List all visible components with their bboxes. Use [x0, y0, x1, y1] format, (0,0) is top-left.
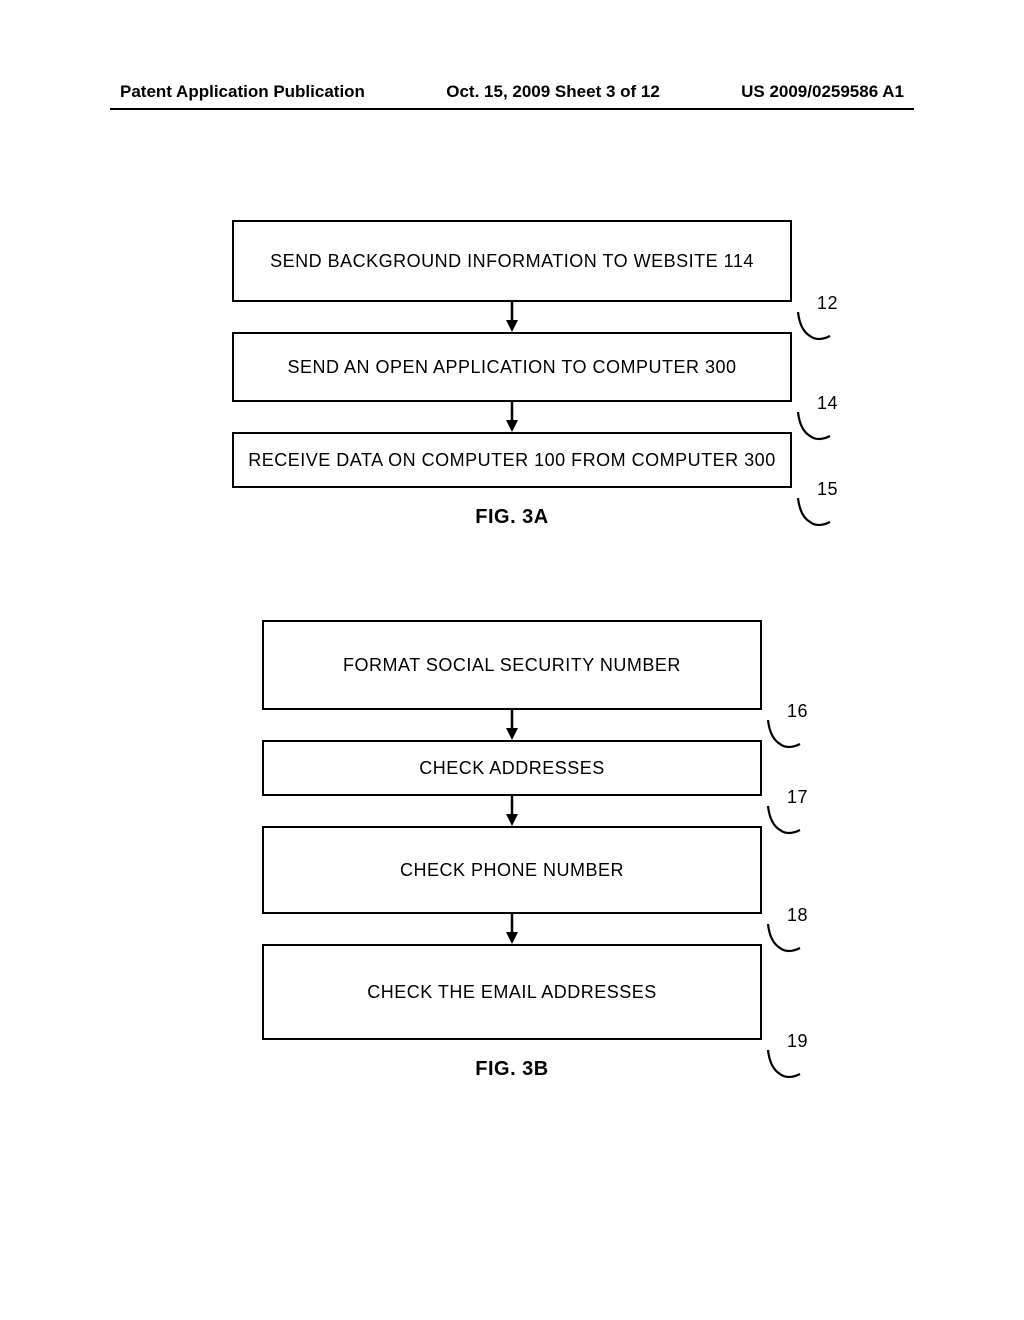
arrow-down-icon: [502, 710, 522, 740]
reference-number: 18: [787, 905, 808, 926]
arrow-down-icon: [502, 302, 522, 332]
flow-node-label: CHECK THE EMAIL ADDRESSES: [367, 982, 657, 1003]
figure-caption: FIG. 3A: [232, 506, 792, 529]
flow-node: CHECK PHONE NUMBER 18: [262, 826, 762, 914]
flow-arrow: [262, 914, 762, 944]
flow-arrow: [262, 796, 762, 826]
flow-node: RECEIVE DATA ON COMPUTER 100 FROM COMPUT…: [232, 432, 792, 488]
header-right: US 2009/0259586 A1: [741, 82, 904, 102]
flow-node-label: SEND BACKGROUND INFORMATION TO WEBSITE 1…: [270, 251, 754, 272]
reference-number: 17: [787, 787, 808, 808]
flow-node-label: CHECK PHONE NUMBER: [400, 860, 624, 881]
arrow-down-icon: [502, 914, 522, 944]
flow-node-label: FORMAT SOCIAL SECURITY NUMBER: [343, 655, 681, 676]
reference-number: 12: [817, 293, 838, 314]
flow-node-label: SEND AN OPEN APPLICATION TO COMPUTER 300: [287, 357, 736, 378]
flow-node: CHECK THE EMAIL ADDRESSES 19: [262, 944, 762, 1040]
page: Patent Application Publication Oct. 15, …: [0, 0, 1024, 1320]
flowchart-fig-3a: SEND BACKGROUND INFORMATION TO WEBSITE 1…: [232, 220, 792, 529]
flowchart-fig-3b: FORMAT SOCIAL SECURITY NUMBER 16 CHECK A…: [262, 620, 762, 1081]
flow-node: SEND AN OPEN APPLICATION TO COMPUTER 300…: [232, 332, 792, 402]
reference-number: 19: [787, 1031, 808, 1052]
flow-arrow: [232, 302, 792, 332]
flow-node: SEND BACKGROUND INFORMATION TO WEBSITE 1…: [232, 220, 792, 302]
header-left: Patent Application Publication: [120, 82, 365, 102]
flow-arrow: [232, 402, 792, 432]
reference-number: 16: [787, 701, 808, 722]
flow-node: FORMAT SOCIAL SECURITY NUMBER 16: [262, 620, 762, 710]
header-center: Oct. 15, 2009 Sheet 3 of 12: [446, 82, 660, 102]
flow-node-label: CHECK ADDRESSES: [419, 758, 605, 779]
figure-caption: FIG. 3B: [262, 1058, 762, 1081]
arrow-down-icon: [502, 796, 522, 826]
page-header: Patent Application Publication Oct. 15, …: [120, 82, 904, 102]
arrow-down-icon: [502, 402, 522, 432]
reference-number: 15: [817, 479, 838, 500]
reference-number: 14: [817, 393, 838, 414]
flow-node-label: RECEIVE DATA ON COMPUTER 100 FROM COMPUT…: [248, 450, 775, 471]
flow-node: CHECK ADDRESSES 17: [262, 740, 762, 796]
header-rule: [110, 108, 914, 110]
flow-arrow: [262, 710, 762, 740]
